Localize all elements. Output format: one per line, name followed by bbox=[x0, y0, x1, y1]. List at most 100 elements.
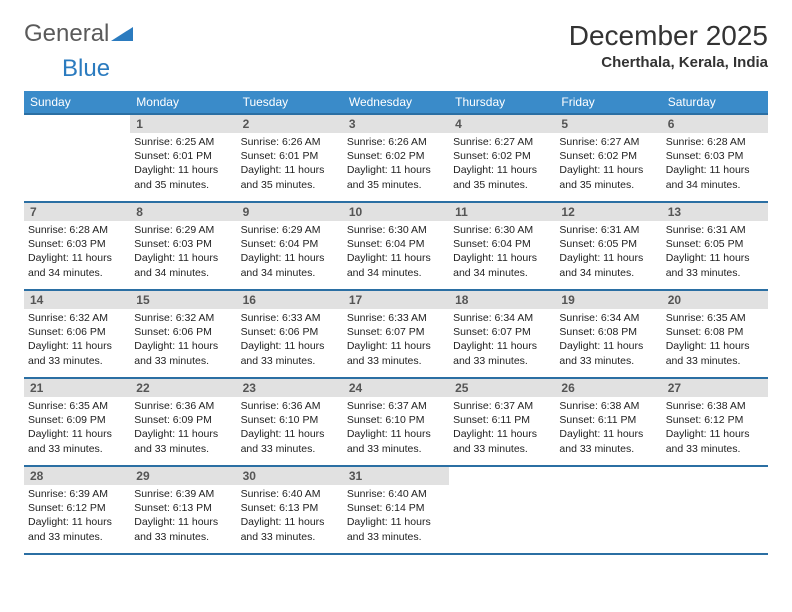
day-number: 17 bbox=[343, 291, 449, 309]
day-detail: Sunrise: 6:30 AMSunset: 6:04 PMDaylight:… bbox=[343, 221, 449, 284]
calendar-row: 28Sunrise: 6:39 AMSunset: 6:12 PMDayligh… bbox=[24, 466, 768, 554]
day-detail: Sunrise: 6:38 AMSunset: 6:11 PMDaylight:… bbox=[555, 397, 661, 460]
calendar-cell: 24Sunrise: 6:37 AMSunset: 6:10 PMDayligh… bbox=[343, 378, 449, 466]
calendar-cell: 16Sunrise: 6:33 AMSunset: 6:06 PMDayligh… bbox=[237, 290, 343, 378]
weekday-header: Saturday bbox=[662, 91, 768, 114]
weekday-header: Thursday bbox=[449, 91, 555, 114]
day-detail: Sunrise: 6:33 AMSunset: 6:07 PMDaylight:… bbox=[343, 309, 449, 372]
day-number: 4 bbox=[449, 115, 555, 133]
calendar-cell: 17Sunrise: 6:33 AMSunset: 6:07 PMDayligh… bbox=[343, 290, 449, 378]
calendar-cell: 9Sunrise: 6:29 AMSunset: 6:04 PMDaylight… bbox=[237, 202, 343, 290]
calendar-cell: 30Sunrise: 6:40 AMSunset: 6:13 PMDayligh… bbox=[237, 466, 343, 554]
day-detail: Sunrise: 6:34 AMSunset: 6:07 PMDaylight:… bbox=[449, 309, 555, 372]
calendar-cell: 26Sunrise: 6:38 AMSunset: 6:11 PMDayligh… bbox=[555, 378, 661, 466]
calendar-cell: 23Sunrise: 6:36 AMSunset: 6:10 PMDayligh… bbox=[237, 378, 343, 466]
calendar-cell: 6Sunrise: 6:28 AMSunset: 6:03 PMDaylight… bbox=[662, 114, 768, 202]
calendar-table: SundayMondayTuesdayWednesdayThursdayFrid… bbox=[24, 91, 768, 555]
calendar-cell: 5Sunrise: 6:27 AMSunset: 6:02 PMDaylight… bbox=[555, 114, 661, 202]
calendar-cell: 31Sunrise: 6:40 AMSunset: 6:14 PMDayligh… bbox=[343, 466, 449, 554]
month-title: December 2025 bbox=[569, 20, 768, 52]
day-number: 27 bbox=[662, 379, 768, 397]
day-detail: Sunrise: 6:27 AMSunset: 6:02 PMDaylight:… bbox=[449, 133, 555, 196]
day-detail: Sunrise: 6:30 AMSunset: 6:04 PMDaylight:… bbox=[449, 221, 555, 284]
logo-text-1: General bbox=[24, 20, 109, 48]
weekday-header: Monday bbox=[130, 91, 236, 114]
day-detail: Sunrise: 6:32 AMSunset: 6:06 PMDaylight:… bbox=[130, 309, 236, 372]
day-number: 9 bbox=[237, 203, 343, 221]
day-number: 18 bbox=[449, 291, 555, 309]
calendar-cell: 10Sunrise: 6:30 AMSunset: 6:04 PMDayligh… bbox=[343, 202, 449, 290]
day-detail: Sunrise: 6:39 AMSunset: 6:13 PMDaylight:… bbox=[130, 485, 236, 548]
calendar-cell bbox=[449, 466, 555, 554]
calendar-cell: 11Sunrise: 6:30 AMSunset: 6:04 PMDayligh… bbox=[449, 202, 555, 290]
logo: General bbox=[24, 20, 135, 48]
calendar-cell: 8Sunrise: 6:29 AMSunset: 6:03 PMDaylight… bbox=[130, 202, 236, 290]
day-number: 20 bbox=[662, 291, 768, 309]
day-number: 12 bbox=[555, 203, 661, 221]
day-number: 8 bbox=[130, 203, 236, 221]
calendar-head: SundayMondayTuesdayWednesdayThursdayFrid… bbox=[24, 91, 768, 114]
day-detail: Sunrise: 6:29 AMSunset: 6:04 PMDaylight:… bbox=[237, 221, 343, 284]
day-number: 11 bbox=[449, 203, 555, 221]
weekday-header: Friday bbox=[555, 91, 661, 114]
location: Cherthala, Kerala, India bbox=[569, 54, 768, 71]
day-detail: Sunrise: 6:37 AMSunset: 6:10 PMDaylight:… bbox=[343, 397, 449, 460]
day-detail: Sunrise: 6:26 AMSunset: 6:02 PMDaylight:… bbox=[343, 133, 449, 196]
day-detail: Sunrise: 6:33 AMSunset: 6:06 PMDaylight:… bbox=[237, 309, 343, 372]
day-detail: Sunrise: 6:25 AMSunset: 6:01 PMDaylight:… bbox=[130, 133, 236, 196]
day-number: 28 bbox=[24, 467, 130, 485]
calendar-cell: 29Sunrise: 6:39 AMSunset: 6:13 PMDayligh… bbox=[130, 466, 236, 554]
day-number: 3 bbox=[343, 115, 449, 133]
calendar-row: 21Sunrise: 6:35 AMSunset: 6:09 PMDayligh… bbox=[24, 378, 768, 466]
day-number: 10 bbox=[343, 203, 449, 221]
calendar-cell: 19Sunrise: 6:34 AMSunset: 6:08 PMDayligh… bbox=[555, 290, 661, 378]
calendar-cell: 2Sunrise: 6:26 AMSunset: 6:01 PMDaylight… bbox=[237, 114, 343, 202]
calendar-cell: 3Sunrise: 6:26 AMSunset: 6:02 PMDaylight… bbox=[343, 114, 449, 202]
calendar-cell bbox=[555, 466, 661, 554]
day-detail: Sunrise: 6:31 AMSunset: 6:05 PMDaylight:… bbox=[662, 221, 768, 284]
day-number: 29 bbox=[130, 467, 236, 485]
calendar-cell: 20Sunrise: 6:35 AMSunset: 6:08 PMDayligh… bbox=[662, 290, 768, 378]
day-number: 14 bbox=[24, 291, 130, 309]
calendar-cell bbox=[24, 114, 130, 202]
day-detail: Sunrise: 6:40 AMSunset: 6:13 PMDaylight:… bbox=[237, 485, 343, 548]
day-detail: Sunrise: 6:36 AMSunset: 6:09 PMDaylight:… bbox=[130, 397, 236, 460]
weekday-header: Sunday bbox=[24, 91, 130, 114]
day-detail: Sunrise: 6:36 AMSunset: 6:10 PMDaylight:… bbox=[237, 397, 343, 460]
day-detail: Sunrise: 6:32 AMSunset: 6:06 PMDaylight:… bbox=[24, 309, 130, 372]
calendar-cell: 21Sunrise: 6:35 AMSunset: 6:09 PMDayligh… bbox=[24, 378, 130, 466]
calendar-cell: 22Sunrise: 6:36 AMSunset: 6:09 PMDayligh… bbox=[130, 378, 236, 466]
day-number: 1 bbox=[130, 115, 236, 133]
calendar-row: 7Sunrise: 6:28 AMSunset: 6:03 PMDaylight… bbox=[24, 202, 768, 290]
weekday-header: Wednesday bbox=[343, 91, 449, 114]
calendar-cell bbox=[662, 466, 768, 554]
day-detail: Sunrise: 6:29 AMSunset: 6:03 PMDaylight:… bbox=[130, 221, 236, 284]
day-number: 30 bbox=[237, 467, 343, 485]
day-detail: Sunrise: 6:26 AMSunset: 6:01 PMDaylight:… bbox=[237, 133, 343, 196]
title-block: December 2025 Cherthala, Kerala, India bbox=[569, 20, 768, 71]
calendar-row: 1Sunrise: 6:25 AMSunset: 6:01 PMDaylight… bbox=[24, 114, 768, 202]
weekday-header: Tuesday bbox=[237, 91, 343, 114]
day-detail: Sunrise: 6:28 AMSunset: 6:03 PMDaylight:… bbox=[24, 221, 130, 284]
day-number: 25 bbox=[449, 379, 555, 397]
logo-text-2: Blue bbox=[62, 55, 110, 82]
calendar-cell: 1Sunrise: 6:25 AMSunset: 6:01 PMDaylight… bbox=[130, 114, 236, 202]
calendar-cell: 15Sunrise: 6:32 AMSunset: 6:06 PMDayligh… bbox=[130, 290, 236, 378]
day-number: 24 bbox=[343, 379, 449, 397]
day-detail: Sunrise: 6:40 AMSunset: 6:14 PMDaylight:… bbox=[343, 485, 449, 548]
day-detail: Sunrise: 6:34 AMSunset: 6:08 PMDaylight:… bbox=[555, 309, 661, 372]
day-number: 7 bbox=[24, 203, 130, 221]
calendar-cell: 27Sunrise: 6:38 AMSunset: 6:12 PMDayligh… bbox=[662, 378, 768, 466]
day-number: 26 bbox=[555, 379, 661, 397]
day-number: 6 bbox=[662, 115, 768, 133]
day-detail: Sunrise: 6:35 AMSunset: 6:08 PMDaylight:… bbox=[662, 309, 768, 372]
calendar-cell: 13Sunrise: 6:31 AMSunset: 6:05 PMDayligh… bbox=[662, 202, 768, 290]
day-detail: Sunrise: 6:37 AMSunset: 6:11 PMDaylight:… bbox=[449, 397, 555, 460]
calendar-cell: 14Sunrise: 6:32 AMSunset: 6:06 PMDayligh… bbox=[24, 290, 130, 378]
day-number: 23 bbox=[237, 379, 343, 397]
day-number: 5 bbox=[555, 115, 661, 133]
calendar-row: 14Sunrise: 6:32 AMSunset: 6:06 PMDayligh… bbox=[24, 290, 768, 378]
calendar-cell: 4Sunrise: 6:27 AMSunset: 6:02 PMDaylight… bbox=[449, 114, 555, 202]
calendar-cell: 18Sunrise: 6:34 AMSunset: 6:07 PMDayligh… bbox=[449, 290, 555, 378]
day-number: 19 bbox=[555, 291, 661, 309]
